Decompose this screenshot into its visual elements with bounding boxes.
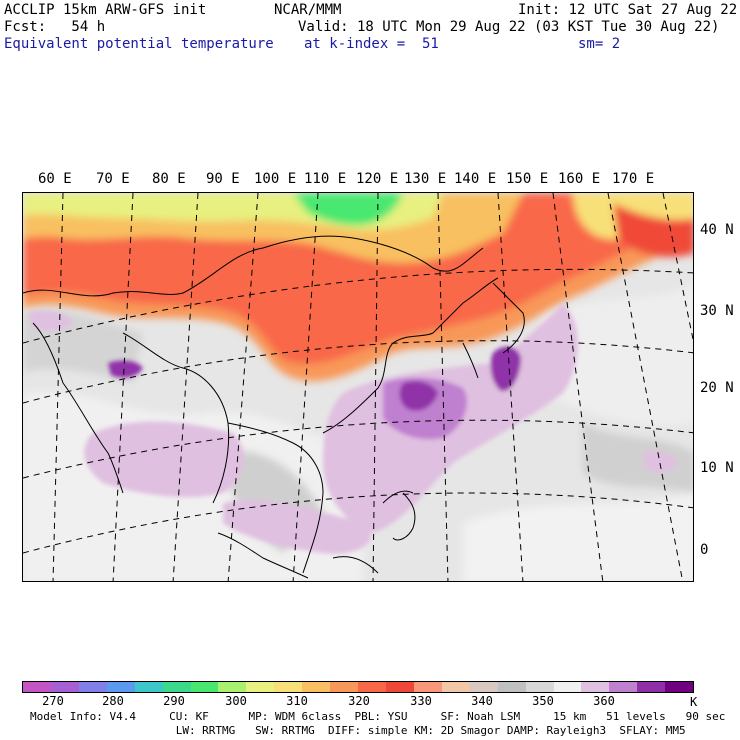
map-panel xyxy=(22,192,694,582)
colorbar-tick-label: 290 xyxy=(163,694,185,708)
high-theta-e-regions xyxy=(28,303,678,554)
longitude-label: 140 E xyxy=(454,171,497,187)
colorbar-segment xyxy=(665,682,694,692)
colorbar-segment xyxy=(190,682,219,692)
colorbar-segment xyxy=(23,682,51,692)
colorbar-segment xyxy=(162,682,191,692)
colorbar-segment xyxy=(637,682,666,692)
latitude-label: 0 xyxy=(700,542,709,558)
map-gridlines xyxy=(23,193,693,581)
model-info-line2: LW: RRTMG SW: RRTMG DIFF: simple KM: 2D … xyxy=(30,724,686,737)
warm-theta-e-band xyxy=(23,193,693,382)
longitude-label: 110 E xyxy=(304,171,347,187)
latitude-label: 10 N xyxy=(700,460,734,476)
smoothing-info: sm= 2 xyxy=(578,36,621,52)
colorbar-segment xyxy=(134,682,163,692)
colorbar-tick-label: 340 xyxy=(471,694,493,708)
longitude-label: 170 E xyxy=(612,171,655,187)
valid-time: Valid: 18 UTC Mon 29 Aug 22 (03 KST Tue … xyxy=(298,19,720,35)
colorbar-segment xyxy=(78,682,107,692)
longitude-label: 150 E xyxy=(506,171,549,187)
latitude-label: 30 N xyxy=(700,303,734,319)
longitude-label: 120 E xyxy=(356,171,399,187)
colorbar-segment xyxy=(302,682,331,692)
colorbar-tick-label: 320 xyxy=(348,694,370,708)
longitude-label: 90 E xyxy=(206,171,240,187)
theta-e-map xyxy=(23,193,693,581)
longitude-label: 160 E xyxy=(558,171,601,187)
level-info: at k-index = 51 xyxy=(304,36,439,52)
longitude-label: 130 E xyxy=(404,171,447,187)
colorbar-segment xyxy=(246,682,275,692)
colorbar-unit: K xyxy=(690,695,698,709)
colorbar-segment xyxy=(469,682,498,692)
colorbar-segment xyxy=(413,682,442,692)
colorbar-tick-label: 350 xyxy=(532,694,554,708)
colorbar-segment xyxy=(609,682,638,692)
longitude-label: 60 E xyxy=(38,171,72,187)
colorbar-segment xyxy=(218,682,247,692)
colorbar-segment xyxy=(553,682,582,692)
colorbar-segment xyxy=(358,682,386,692)
colorbar-tick-label: 310 xyxy=(286,694,308,708)
colorbar-segment xyxy=(581,682,610,692)
latitude-label: 40 N xyxy=(700,222,734,238)
latitude-label: 20 N xyxy=(700,380,734,396)
init-time: Init: 12 UTC Sat 27 Aug 22 xyxy=(518,2,738,18)
colorbar-segment xyxy=(50,682,79,692)
center-org: NCAR/MMM xyxy=(274,2,342,18)
colorbar-segment xyxy=(106,682,135,692)
longitude-label: 80 E xyxy=(152,171,186,187)
field-name: Equivalent potential temperature xyxy=(4,36,274,52)
colorbar-segment xyxy=(330,682,359,692)
colorbar-segment xyxy=(525,682,554,692)
colorbar-tick-label: 270 xyxy=(42,694,64,708)
colorbar-tick-label: 300 xyxy=(225,694,247,708)
model-title: ACCLIP 15km ARW-GFS init xyxy=(4,2,207,18)
colorbar-tick-label: 280 xyxy=(102,694,124,708)
longitude-label: 100 E xyxy=(254,171,297,187)
model-info-line1: Model Info: V4.4 CU: KF MP: WDM 6class P… xyxy=(30,710,726,723)
forecast-hour: Fcst: 54 h xyxy=(4,19,106,35)
colorbar-segment xyxy=(385,682,414,692)
colorbar-tick-label: 330 xyxy=(410,694,432,708)
colorbar-segment xyxy=(497,682,526,692)
colorbar xyxy=(22,681,694,693)
colorbar-segment xyxy=(274,682,303,692)
colorbar-tick-label: 360 xyxy=(593,694,615,708)
colorbar-segment xyxy=(441,682,470,692)
coastlines xyxy=(23,235,525,579)
longitude-label: 70 E xyxy=(96,171,130,187)
